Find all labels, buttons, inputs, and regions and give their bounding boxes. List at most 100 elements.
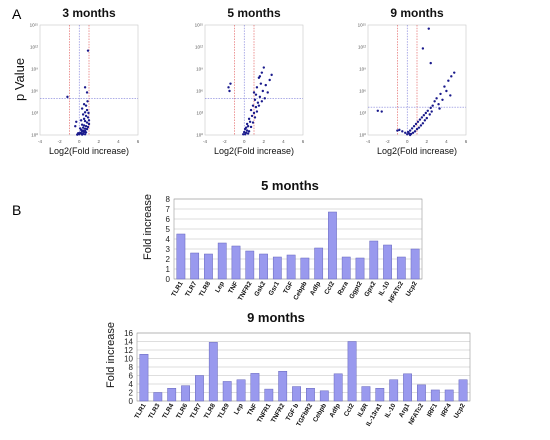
category-label: Lep [214, 280, 226, 294]
bar [430, 389, 440, 402]
bar [396, 256, 406, 280]
data-point [85, 91, 89, 94]
bar [292, 386, 301, 402]
y-tick-label: 10⁶ [359, 89, 366, 94]
volcano-plot-3-months: -4 -2 0 2 4 6 10⁰ 10³ 10⁶ 10⁹ 10¹² 10¹⁵ [30, 23, 140, 145]
category-label: Ccl2 [323, 280, 336, 296]
data-point [422, 114, 426, 117]
data-point [85, 121, 89, 124]
data-point [447, 79, 450, 82]
data-point [256, 101, 260, 104]
data-point [66, 95, 69, 99]
x-tick-label: -2 [58, 139, 62, 144]
data-point [255, 86, 259, 89]
x-tick-label: 6 [465, 139, 468, 144]
data-point [427, 27, 430, 30]
data-point [252, 111, 256, 115]
data-point [429, 106, 432, 110]
bar [444, 389, 454, 402]
data-point [86, 100, 89, 103]
category-label: Arg1 [398, 402, 412, 419]
data-point [408, 133, 412, 137]
category-label: Ucp2 [453, 402, 467, 420]
bar [176, 233, 186, 280]
y-tick-label: 10³ [196, 111, 203, 116]
y-tick-label: 2 [129, 389, 134, 398]
data-point [421, 122, 425, 125]
bar [264, 388, 274, 402]
bar [181, 385, 190, 402]
data-point [253, 116, 257, 119]
bar [355, 257, 365, 280]
data-point [424, 111, 428, 115]
data-point [75, 120, 78, 124]
y-tick-label: 8 [129, 363, 134, 372]
data-point [433, 100, 436, 103]
y-tick-label: 10¹⁵ [195, 23, 204, 28]
x-tick-label: -4 [203, 139, 207, 144]
data-point [416, 120, 420, 124]
category-label: TLR7 [184, 280, 198, 298]
bar [236, 379, 246, 402]
x-tick-label: 6 [137, 139, 140, 144]
y-tick-label: 4 [166, 235, 171, 244]
category-label: Gpx2 [363, 280, 377, 298]
data-point [443, 85, 446, 88]
data-point [228, 89, 231, 93]
x-tick-label: -4 [38, 139, 42, 144]
data-point [411, 131, 415, 134]
data-point [86, 116, 90, 119]
data-point [87, 119, 91, 122]
category-label: Ccl2 [343, 402, 356, 418]
data-point [251, 121, 255, 124]
volcano-xlabel-9-months: Log2(Fold increase) [376, 146, 458, 156]
data-point [84, 131, 88, 134]
category-label: IRF4 [440, 402, 453, 418]
data-point [445, 89, 448, 93]
data-point [376, 109, 379, 113]
data-point [255, 110, 259, 113]
category-label: Gsk2 [253, 280, 267, 298]
bar [222, 381, 232, 402]
bar [286, 254, 296, 280]
y-tick-label: 10¹² [195, 45, 204, 50]
bar [389, 379, 399, 402]
bar-title-9-months: 9 months [247, 310, 305, 325]
y-tick-label: 7 [166, 205, 171, 214]
data-point [439, 92, 442, 96]
x-tick-label: 0 [78, 139, 81, 144]
category-label: Cebpb [312, 402, 328, 423]
data-point [453, 71, 456, 74]
bar [204, 253, 213, 280]
category-label: Gsr1 [268, 280, 282, 297]
data-point [396, 129, 399, 132]
category-label: TNFR2 [237, 280, 254, 302]
data-point [227, 86, 230, 89]
bar [245, 250, 255, 280]
x-tick-label: 0 [406, 139, 409, 144]
data-point [254, 93, 258, 96]
panel-letter-a: A [12, 6, 22, 22]
category-label: TLR7 [189, 402, 203, 420]
x-tick-label: 4 [117, 139, 120, 144]
data-point [426, 109, 429, 113]
y-tick-label: 8 [166, 195, 171, 204]
y-tick-label: 10⁹ [359, 67, 366, 72]
data-point [258, 95, 262, 99]
x-tick-label: 2 [98, 139, 101, 144]
data-point [252, 91, 256, 94]
data-point [423, 119, 427, 122]
data-point [247, 117, 251, 121]
data-point [418, 118, 422, 121]
data-point [449, 94, 452, 97]
y-tick-label: 10⁶ [196, 89, 203, 94]
category-label: IL-10 [378, 280, 392, 297]
data-point [84, 114, 88, 118]
bar [375, 388, 385, 402]
y-tick-label: 10¹² [30, 45, 39, 50]
panel-letter-b: B [12, 202, 22, 218]
x-tick-label: 4 [445, 139, 448, 144]
bar [139, 354, 149, 402]
